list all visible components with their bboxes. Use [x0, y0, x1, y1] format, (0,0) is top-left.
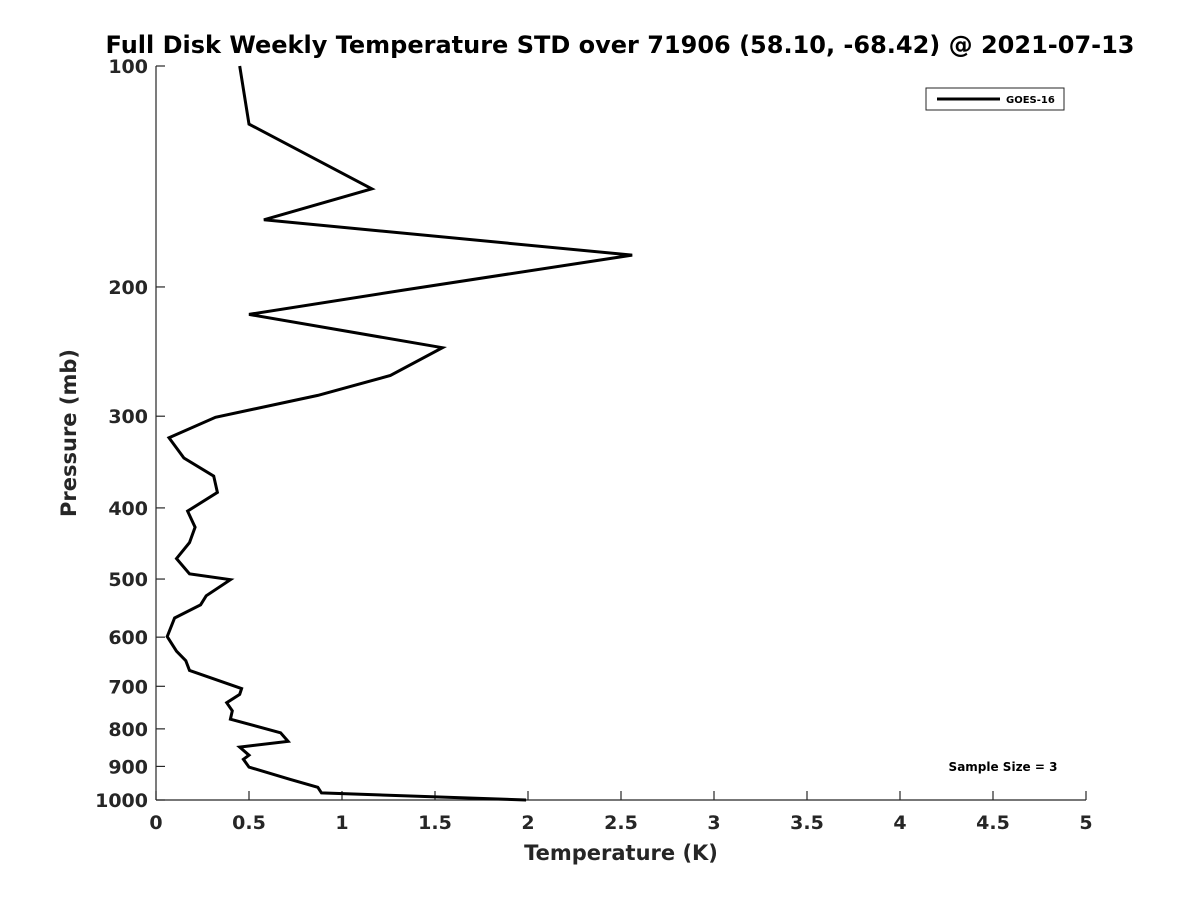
- x-tick-label: 0.5: [232, 812, 266, 834]
- x-tick-label: 0: [149, 812, 162, 834]
- x-axis-ticks: 0 0.5 1 1.5 2 2.5 3 3.5 4 4.5 5: [149, 791, 1093, 834]
- x-tick-label: 5: [1079, 812, 1092, 834]
- y-axis-ticks: 100 200 300 400 500 600 700 800 900 1000: [95, 56, 165, 812]
- y-axis-label: Pressure (mb): [57, 349, 81, 517]
- series-line-goes-16: [165, 65, 633, 802]
- y-tick-label: 600: [108, 627, 148, 649]
- x-axis-label: Temperature (K): [524, 841, 718, 865]
- x-tick-label: 3: [707, 812, 720, 834]
- x-tick-label: 2: [521, 812, 534, 834]
- chart-title: Full Disk Weekly Temperature STD over 71…: [106, 31, 1135, 59]
- x-tick-label: 1: [335, 812, 348, 834]
- y-tick-label: 800: [108, 719, 148, 741]
- y-tick-label: 300: [108, 406, 148, 428]
- x-tick-label: 4: [893, 812, 906, 834]
- sample-size-annotation: Sample Size = 3: [949, 760, 1058, 774]
- x-tick-label: 3.5: [790, 812, 824, 834]
- legend: GOES-16: [925, 87, 1065, 111]
- x-tick-label: 4.5: [976, 812, 1010, 834]
- legend-label: GOES-16: [1006, 95, 1055, 106]
- y-tick-label: 500: [108, 569, 148, 591]
- y-tick-label: 400: [108, 498, 148, 520]
- y-tick-label: 1000: [95, 790, 148, 812]
- y-tick-label: 200: [108, 277, 148, 299]
- x-tick-label: 2.5: [604, 812, 638, 834]
- y-tick-label: 100: [108, 56, 148, 78]
- x-tick-label: 1.5: [418, 812, 452, 834]
- y-tick-label: 700: [108, 676, 148, 698]
- y-tick-label: 900: [108, 756, 148, 778]
